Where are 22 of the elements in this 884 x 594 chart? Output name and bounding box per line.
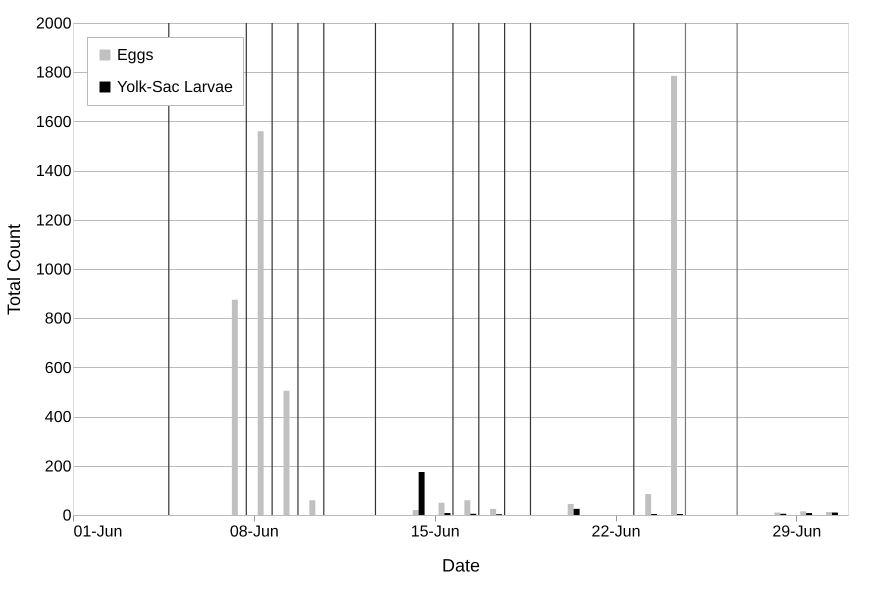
legend-label: Yolk-Sac Larvae (117, 79, 234, 96)
y-tick-label: 400 (44, 409, 72, 426)
x-axis-title: Date (442, 556, 480, 576)
legend-label: Eggs (117, 47, 154, 64)
x-tick-label: 22-Jun (592, 524, 640, 540)
y-tick-label: 1600 (36, 114, 72, 131)
x-tick-label: 29-Jun (772, 524, 822, 540)
bar (418, 472, 425, 515)
y-tick-label: 1400 (36, 163, 72, 180)
bar (574, 508, 580, 515)
x-tick-label: 08-Jun (230, 524, 279, 540)
y-tick-label: 1800 (36, 64, 72, 82)
y-tick-label: 600 (44, 360, 72, 377)
x-tick-label: 01-Jun (74, 524, 122, 540)
y-tick-label: 1200 (36, 212, 72, 230)
y-tick-label: 800 (44, 310, 72, 328)
x-tick-label: 15-Jun (410, 524, 460, 540)
y-tick-label: 200 (44, 458, 72, 476)
y-tick-label: 1000 (36, 262, 72, 278)
y-tick-label: 0 (62, 508, 72, 524)
y-axis-title: Total Count (4, 224, 24, 316)
y-tick-label: 2000 (36, 16, 72, 32)
